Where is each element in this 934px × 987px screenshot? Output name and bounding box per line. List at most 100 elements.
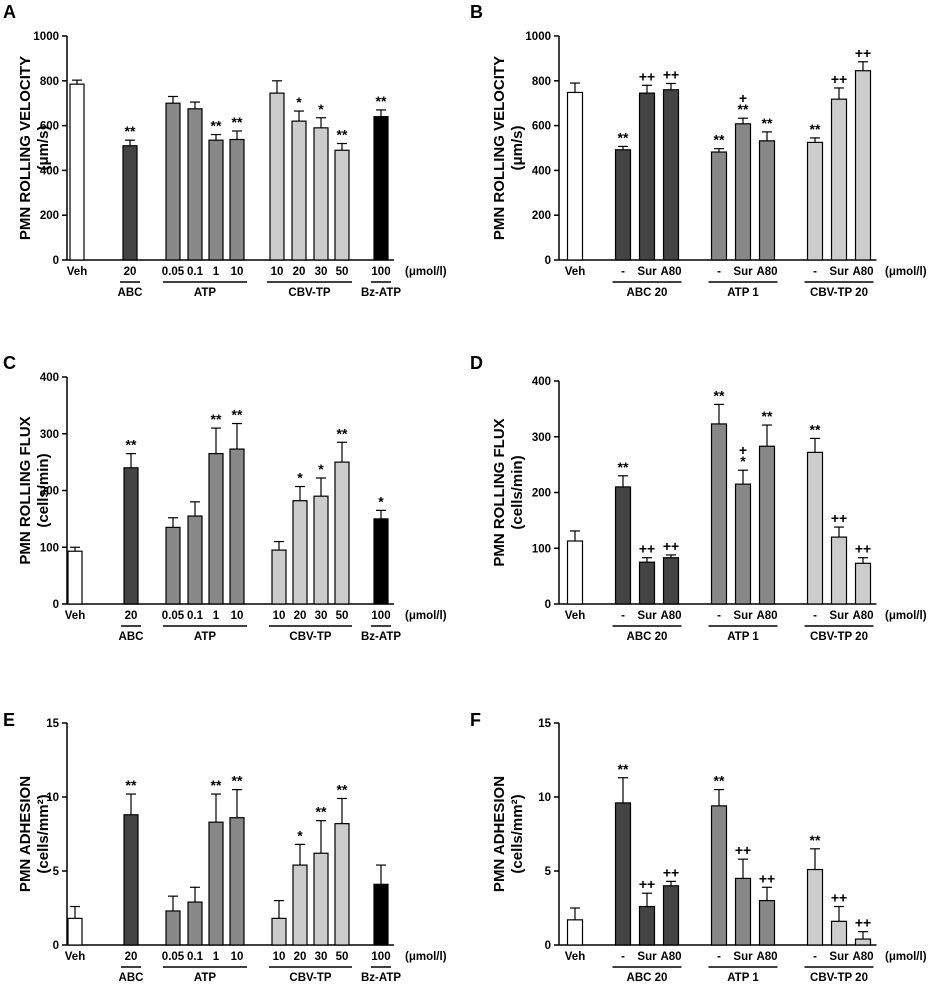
bar: [854, 70, 872, 261]
bar: [806, 141, 824, 261]
bar: [313, 852, 329, 946]
significance-label: ++: [639, 541, 655, 557]
bar: [710, 151, 728, 261]
bar: [566, 540, 584, 605]
significance-label: ++: [855, 915, 871, 931]
x-tick-label: A80: [660, 610, 681, 622]
group-label: CBV-TP: [288, 287, 331, 299]
x-tick-label: 0.05: [162, 610, 185, 622]
bar: [313, 495, 329, 605]
group-label: ABC: [118, 287, 143, 299]
bar: [638, 905, 656, 946]
bar: [67, 550, 83, 605]
bar: [123, 467, 139, 605]
bar: [313, 127, 329, 261]
y-axis-unit: (μm/s): [509, 125, 526, 170]
significance-label: ++: [831, 71, 847, 87]
significance-label: *: [296, 94, 302, 110]
bar: [566, 91, 584, 261]
x-unit-label: (μmol/l): [885, 951, 927, 963]
x-tick-label: 50: [336, 266, 349, 278]
y-tick-label: 5: [545, 866, 552, 878]
bar: [758, 899, 776, 946]
x-tick-label: -: [813, 610, 817, 622]
significance-label: **: [126, 777, 137, 793]
x-tick-label: 1: [213, 266, 220, 278]
significance-label: **: [810, 421, 821, 437]
significance-label: **: [232, 114, 243, 130]
significance-label: *: [318, 461, 324, 477]
y-tick-label: 10: [538, 792, 551, 804]
x-tick-label: 100: [371, 266, 390, 278]
x-tick-label: 100: [371, 610, 390, 622]
x-tick-label: -: [717, 951, 721, 963]
significance-label: **: [618, 459, 629, 475]
x-tick-label: Sur: [733, 951, 753, 963]
significance-label: **: [618, 129, 629, 145]
group-label: ABC 20: [627, 631, 668, 643]
bar: [734, 123, 752, 261]
bar: [165, 102, 181, 261]
x-unit-label: (μmol/l): [405, 951, 447, 963]
bar: [614, 149, 632, 261]
significance-label: +: [739, 442, 747, 458]
significance-label: **: [125, 123, 136, 139]
group-label: CBV-TP 20: [810, 631, 868, 643]
bar: [271, 549, 287, 605]
bar: [662, 557, 680, 605]
significance-label: **: [810, 121, 821, 137]
bar: [758, 445, 776, 605]
x-tick-label: Veh: [565, 266, 585, 278]
significance-label: ++: [663, 864, 679, 880]
bar: [854, 938, 872, 946]
y-tick-label: 0: [53, 255, 59, 267]
x-tick-label: Veh: [565, 610, 585, 622]
y-tick-label: 200: [40, 486, 59, 498]
bar: [165, 910, 181, 946]
panel-letter: F: [470, 710, 481, 730]
bar: [123, 814, 139, 946]
bar: [187, 901, 203, 946]
panel-letter: E: [3, 710, 15, 730]
bar: [122, 145, 138, 261]
significance-label: **: [211, 118, 222, 134]
y-axis-unit: (μm/s): [35, 125, 52, 170]
x-tick-label: 10: [273, 610, 286, 622]
y-tick-label: 200: [532, 210, 551, 222]
bar: [806, 451, 824, 605]
x-tick-label: Sur: [829, 266, 849, 278]
significance-label: **: [618, 761, 629, 777]
x-tick-label: 20: [125, 610, 138, 622]
bar: [67, 917, 83, 946]
group-label: Bz-ATP: [361, 287, 401, 299]
x-tick-label: Sur: [637, 266, 657, 278]
group-label: ATP: [194, 972, 216, 984]
x-tick-label: A80: [756, 610, 777, 622]
bar: [334, 149, 350, 261]
significance-label: **: [714, 132, 725, 148]
group-label: ABC 20: [627, 972, 668, 984]
significance-label: **: [738, 101, 749, 117]
x-tick-label: -: [813, 266, 817, 278]
significance-label: **: [316, 804, 327, 820]
group-label: ABC 20: [627, 287, 668, 299]
x-tick-label: Veh: [565, 951, 585, 963]
significance-label: **: [232, 773, 243, 789]
x-tick-label: 1: [213, 610, 220, 622]
significance-label: ++: [639, 876, 655, 892]
bar: [69, 83, 85, 261]
significance-label: ++: [855, 45, 871, 61]
significance-label: ++: [663, 66, 679, 82]
x-tick-label: 30: [315, 266, 328, 278]
bar: [269, 92, 285, 261]
x-tick-label: 100: [371, 951, 390, 963]
x-unit-label: (μmol/l): [405, 266, 447, 278]
panel-letter: D: [470, 353, 483, 373]
significance-label: **: [337, 781, 348, 797]
bar: [187, 515, 203, 605]
significance-label: **: [762, 115, 773, 131]
bar: [638, 92, 656, 261]
bar: [208, 453, 224, 605]
bar: [292, 500, 308, 605]
y-tick-label: 15: [538, 718, 551, 730]
